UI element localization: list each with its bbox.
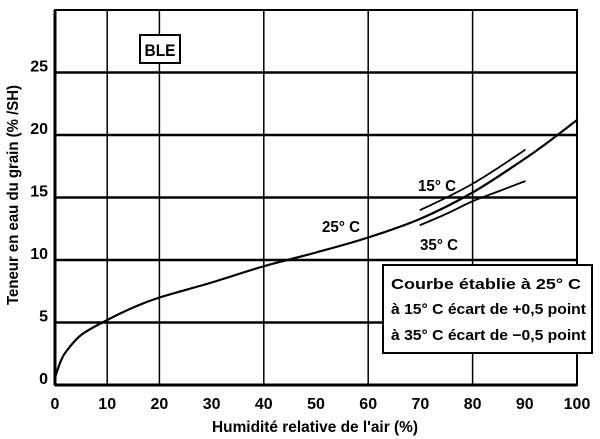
plot-frame xyxy=(53,9,578,387)
y-tick-label: 25 xyxy=(30,59,48,76)
y-axis-label: Teneur en eau du grain (% /SH) xyxy=(5,85,22,305)
x-tick-label: 20 xyxy=(151,396,169,413)
series-layer xyxy=(53,118,579,379)
y-tick-label: 20 xyxy=(30,121,48,138)
y-tick-label: 5 xyxy=(39,309,48,326)
x-axis-label: Humidité relative de l'air (%) xyxy=(212,419,418,436)
annotation-line-2: à 15° C écart de +0,5 point xyxy=(391,301,586,318)
series-line-15c xyxy=(419,149,526,211)
title-box: BLE xyxy=(139,34,181,64)
annotation-box: Courbe établie à 25° C à 15° C écart de … xyxy=(382,264,593,354)
series-label-15c: 15° C xyxy=(418,178,456,195)
annotation-line-3: à 35° C écart de −0,5 point xyxy=(391,327,586,344)
series-line-25c xyxy=(53,118,579,379)
x-tick-label: 40 xyxy=(255,396,273,413)
x-tick-label: 90 xyxy=(516,396,534,413)
y-tick-label: 15 xyxy=(30,184,48,201)
annotation-line-1: Courbe établie à 25° C xyxy=(391,276,581,293)
chart-title: BLE xyxy=(145,41,176,60)
series-line-35c xyxy=(419,180,526,226)
y-tick-label: 0 xyxy=(39,371,48,388)
x-tick-label: 60 xyxy=(359,396,377,413)
annotation-box-border xyxy=(382,264,593,354)
x-tick-label: 70 xyxy=(412,396,430,413)
x-tick-label: 80 xyxy=(464,396,482,413)
x-tick-label: 0 xyxy=(51,396,60,413)
x-tick-labels: 0 10 20 30 40 50 60 70 80 90 100 xyxy=(51,396,591,413)
y-tick-label: 10 xyxy=(30,246,48,263)
title-box-border xyxy=(139,34,181,64)
x-tick-label: 50 xyxy=(307,396,325,413)
y-tick-labels: 0 5 10 15 20 25 xyxy=(30,59,48,389)
x-tick-label: 30 xyxy=(203,396,221,413)
series-label-35c: 35° C xyxy=(420,237,458,254)
x-tick-label: 10 xyxy=(98,396,116,413)
series-label-25c: 25° C xyxy=(322,219,360,236)
x-tick-label: 100 xyxy=(564,396,591,413)
